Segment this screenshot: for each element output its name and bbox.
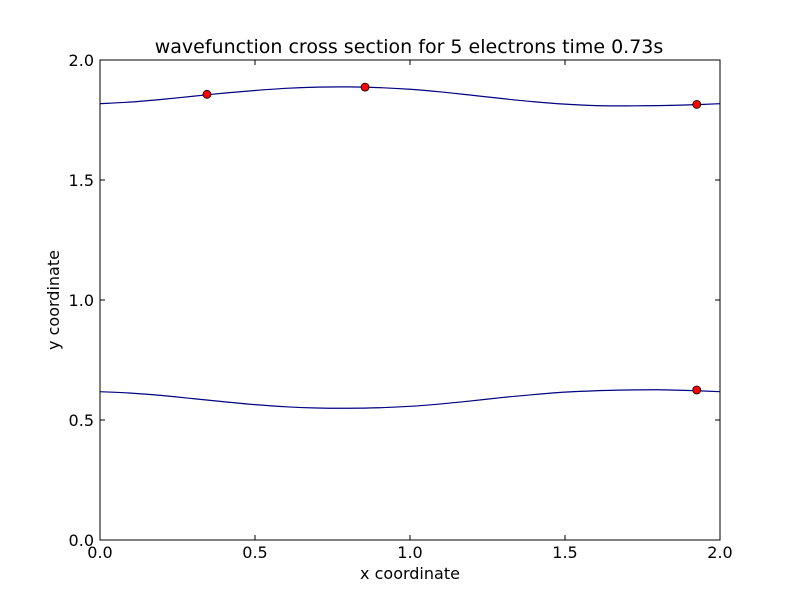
axes-frame (99, 59, 721, 541)
electron-marker-4 (692, 385, 702, 395)
axis-ticks: 0.0 0.5 1.0 1.5 2.0 0.0 0.5 1.0 1.5 2.0 (69, 51, 733, 562)
electron-marker-1 (202, 89, 212, 99)
x-tick-label: 0.5 (242, 543, 267, 562)
y-tick-label: 1.5 (69, 171, 94, 190)
y-tick-label: 2.0 (69, 51, 94, 70)
series-line-1 (99, 86, 721, 107)
series-line-2 (99, 389, 721, 409)
x-tick-label: 1.5 (552, 543, 577, 562)
y-tick-label: 0.0 (69, 531, 94, 550)
electron-marker-2 (360, 82, 370, 92)
plot-area (99, 82, 721, 409)
x-tick-label: 2.0 (707, 543, 732, 562)
y-tick-label: 1.0 (69, 291, 94, 310)
chart-title: wavefunction cross section for 5 electro… (155, 36, 664, 58)
x-tick-label: 1.0 (397, 543, 422, 562)
x-tick-label: 0.0 (87, 543, 112, 562)
y-tick-label: 0.5 (69, 411, 94, 430)
electron-marker-3 (692, 100, 702, 109)
x-axis-label: x coordinate (360, 564, 460, 583)
y-axis-label: y coordinate (44, 250, 63, 350)
